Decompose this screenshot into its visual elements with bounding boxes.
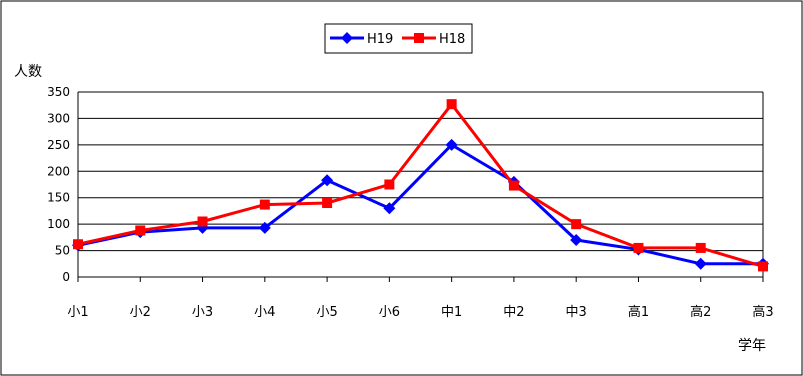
x-tick-label: 高2 [690, 304, 711, 320]
legend-label-h19: H19 [367, 32, 393, 47]
y-tick-label: 50 [55, 244, 70, 258]
data-point-h18 [633, 242, 644, 253]
series-line-h18 [77, 102, 764, 268]
x-tick-label: 小4 [254, 305, 275, 320]
x-tick-label: 中3 [566, 305, 587, 320]
x-tick-label: 中1 [441, 305, 462, 320]
data-point-h18 [322, 198, 333, 208]
legend: H19 H18 [324, 23, 473, 54]
data-point-h19 [694, 257, 707, 270]
data-point-h19 [445, 138, 458, 151]
data-point-h18 [259, 199, 270, 210]
x-axis-label: 学年 [738, 338, 766, 354]
legend-label-h18: H18 [439, 32, 465, 47]
x-tick-label: 高1 [628, 304, 649, 320]
data-point-h18 [695, 242, 706, 253]
series-line-h19 [77, 143, 763, 266]
data-point-h19 [321, 174, 334, 187]
data-point-h18 [197, 216, 208, 227]
data-point-h18 [73, 239, 83, 250]
y-tick-label: 300 [47, 111, 70, 125]
x-tick-label: 小3 [192, 305, 213, 320]
plot-area: 0 50 100 150 200 250 300 350 小1 小2 小3 小4 小5 小6 中1 中2 中3 高… [47, 85, 774, 320]
data-point-h18 [446, 99, 457, 110]
y-tick-label: 150 [47, 191, 70, 205]
data-point-h18 [508, 180, 519, 191]
y-tick-label: 200 [47, 164, 70, 178]
legend-marker-h19 [341, 32, 353, 44]
x-tick-label: 小1 [67, 305, 88, 320]
x-tick-label: 高3 [752, 304, 773, 320]
y-tick-label: 100 [47, 217, 70, 231]
y-tick-label: 250 [47, 138, 70, 152]
x-tick-label: 小6 [379, 305, 400, 320]
y-tick-label: 0 [62, 270, 70, 284]
x-tick-label: 小2 [130, 305, 151, 320]
data-point-h19 [258, 221, 271, 234]
data-point-h19 [570, 234, 583, 246]
data-point-h18 [758, 261, 768, 272]
data-point-h18 [135, 225, 146, 236]
y-axis-label: 人数 [14, 64, 42, 80]
y-tick-label: 350 [47, 85, 70, 99]
data-point-h18 [384, 179, 395, 190]
x-tick-label: 小5 [316, 305, 337, 320]
x-tick-label: 中2 [503, 305, 524, 320]
data-point-h19 [383, 202, 396, 215]
legend-marker-h18 [414, 33, 424, 43]
data-point-h18 [571, 219, 582, 230]
